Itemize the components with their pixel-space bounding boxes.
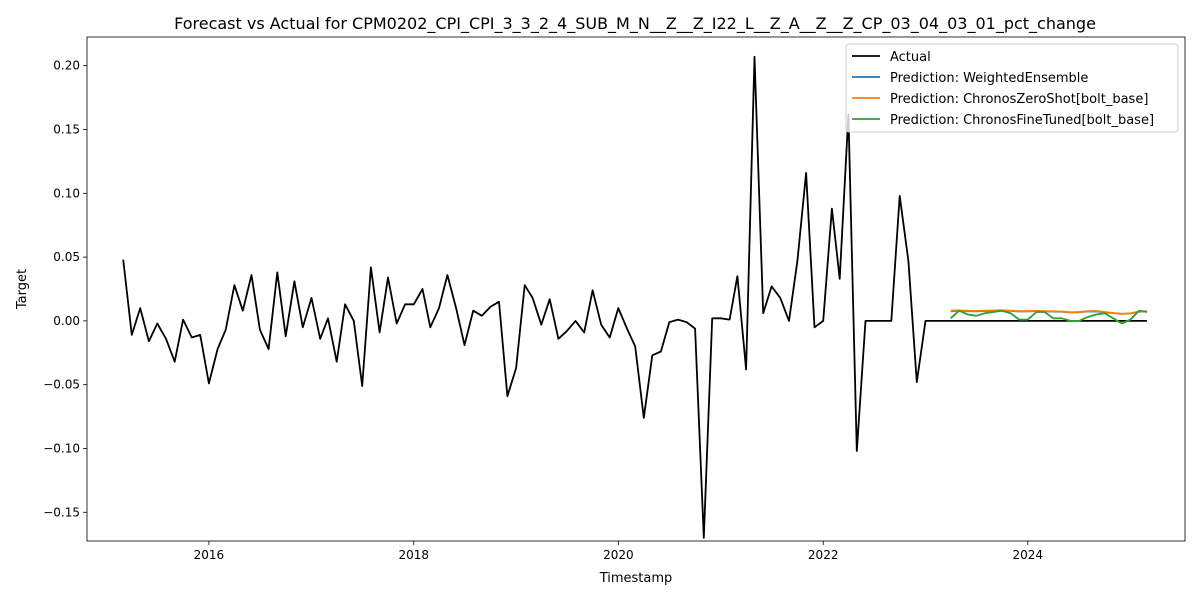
- chart-title: Forecast vs Actual for CPM0202_CPI_CPI_3…: [174, 14, 1096, 34]
- series-line-0: [122, 55, 1147, 539]
- y-tick-label: 0.00: [53, 314, 80, 328]
- y-axis: −0.15 −0.10 −0.05 0.00 0.05 0.10 0.15 0.20: [43, 59, 87, 519]
- legend-label: Prediction: ChronosFineTuned[bolt_base]: [890, 113, 1154, 128]
- x-tick-label: 2024: [1013, 548, 1044, 562]
- legend-label: Prediction: WeightedEnsemble: [890, 71, 1088, 86]
- x-tick-label: 2018: [398, 548, 429, 562]
- x-axis-label: Timestamp: [599, 571, 673, 586]
- x-tick-label: 2020: [603, 548, 634, 562]
- y-tick-label: 0.05: [53, 250, 80, 264]
- plot-frame: [86, 36, 1186, 542]
- legend-box: [845, 43, 1179, 133]
- legend-label: Actual: [890, 50, 931, 65]
- y-tick-label: −0.15: [43, 505, 80, 519]
- y-tick-label: 0.15: [53, 123, 80, 137]
- y-tick-label: 0.20: [53, 59, 80, 73]
- legend-label: Prediction: ChronosZeroShot[bolt_base]: [890, 92, 1148, 107]
- x-tick-label: 2022: [808, 548, 839, 562]
- series-line-3: [950, 309, 1148, 325]
- series-layer: [122, 55, 1148, 539]
- y-tick-label: −0.10: [43, 441, 80, 455]
- series-line-2: [950, 309, 1147, 315]
- y-axis-label: Target: [15, 269, 30, 310]
- x-axis: 2016 2018 2020 2022 2024: [194, 541, 1043, 562]
- y-tick-label: −0.05: [43, 378, 80, 392]
- x-tick-label: 2016: [194, 548, 225, 562]
- y-tick-label: 0.10: [53, 186, 80, 200]
- legend: Actual Prediction: WeightedEnsemble Predic…: [845, 43, 1179, 133]
